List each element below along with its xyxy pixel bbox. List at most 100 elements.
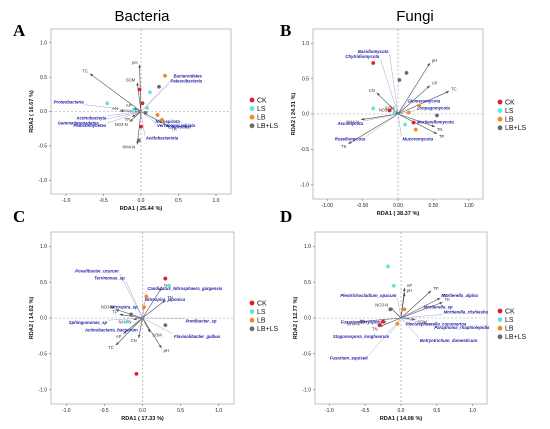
env-vector-label: TP [433, 286, 439, 291]
env-vector-head [431, 124, 435, 127]
x-tick-label: -1.0 [325, 408, 334, 414]
x-tick-label: 0.50 [429, 203, 439, 209]
env-vector-arrow [400, 292, 405, 319]
species-label: Mortierella_alpina [441, 293, 478, 298]
x-tick-label: -1.0 [62, 408, 71, 414]
species-label: Actinobacteria_bacterium [84, 327, 138, 332]
x-tick-label: 1.0 [469, 408, 476, 414]
sample-point-lb [413, 127, 418, 132]
x-axis-label: RDA1 ( 17.33 %) [121, 416, 164, 422]
env-vector-label: TC [108, 345, 114, 350]
env-vector-label: SOM [126, 78, 136, 83]
x-tick-label: -0.50 [357, 203, 369, 209]
species-vector [142, 317, 174, 334]
legend-label: LB+LS [505, 125, 527, 132]
env-vector-label: SOM [417, 319, 427, 324]
env-vector-head [138, 64, 141, 68]
legend-marker [249, 123, 255, 129]
species-vector [397, 103, 407, 115]
legend-marker [249, 326, 255, 332]
env-vector-head [137, 334, 141, 339]
species-vector [400, 314, 443, 319]
legend-label: LS [505, 108, 514, 115]
env-vector-arrow [400, 290, 432, 319]
species-vector [400, 317, 434, 326]
bacteria-title: Bacteria [114, 8, 170, 25]
env-vector-head [129, 118, 133, 122]
species-vector [142, 317, 185, 319]
legend-item: LB+LS [249, 326, 279, 333]
panel-letter: A [13, 21, 26, 40]
legend-marker [249, 106, 255, 111]
sample-point-ls [371, 106, 376, 111]
legend-marker [497, 325, 503, 331]
legend-item: LB+LS [249, 123, 279, 130]
env-vector-head [439, 302, 443, 305]
y-tick-label: -0.5 [38, 352, 47, 358]
env-vector-head [402, 287, 406, 292]
y-tick-label: -0.5 [38, 144, 47, 150]
env-vector-label: AP [126, 103, 132, 108]
panel-letter: D [280, 207, 292, 226]
species-label: Mortierellomycota [417, 120, 455, 125]
species-vector [397, 297, 402, 319]
y-tick-label: 0.0 [40, 316, 47, 322]
x-tick-label: 0.5 [433, 408, 440, 414]
y-tick-label: 1.0 [304, 244, 311, 250]
y-tick-label: -1.0 [300, 183, 309, 189]
species-label: Mortierella_ritshiesha [444, 309, 489, 314]
species-label: Chloroflexi [168, 125, 191, 130]
sample-point-ls [403, 122, 407, 127]
species-vector [140, 111, 157, 124]
sample-point-lb [142, 305, 146, 310]
env-vector-head [428, 290, 432, 294]
sample-point-lb [163, 73, 167, 78]
y-tick-label: 1.0 [40, 244, 47, 250]
sample-point-ck [139, 124, 143, 129]
species-vector [107, 111, 142, 124]
legend-label: LB+LS [257, 123, 279, 130]
species-label: Mucoromycota [403, 137, 434, 142]
sample-point-lb-ls [129, 312, 133, 317]
sample-point-lb [144, 294, 149, 299]
env-vector-head [90, 73, 94, 77]
sample-point-lb-ls [143, 110, 148, 115]
species-label: Mortierella_sp [424, 304, 454, 309]
sample-point-lb-ls [397, 78, 402, 82]
species-label: Nitrospira_japonica [145, 297, 186, 302]
y-axis-label: RDA2 ( 12.77 %) [293, 297, 299, 340]
env-vector-head [132, 114, 136, 117]
legend-item: LS [497, 317, 514, 324]
env-vector-arrow [397, 113, 438, 135]
env-vector-head [123, 330, 127, 334]
species-label: Zoopagomycota [416, 105, 451, 110]
y-tick-label: 1.0 [302, 41, 309, 47]
env-vector-head [162, 300, 166, 303]
env-vector-label: TK [164, 283, 170, 288]
sample-point-lb-ls [404, 71, 409, 75]
env-vector-head [119, 313, 123, 317]
legend-label: CK [505, 99, 515, 106]
x-tick-label: 0.0 [139, 408, 146, 414]
legend-item: LS [497, 108, 514, 115]
fungi-title: Fungi [396, 8, 434, 25]
env-vector-arrow [142, 287, 162, 319]
species-vector [366, 113, 399, 137]
species-vector [108, 317, 143, 321]
species-label: Glomeromycota [408, 98, 441, 103]
legend-label: LS [257, 309, 266, 316]
sample-point-ck [371, 61, 376, 65]
legend-item: LB [249, 115, 266, 122]
y-tick-label: 0.0 [304, 316, 311, 322]
x-tick-label: 0.5 [177, 408, 184, 414]
x-axis-label: RDA1 ( 38.37 %) [377, 211, 420, 217]
species-label: Terrimonas_sp [94, 276, 125, 281]
legend-label: CK [257, 300, 267, 307]
legend-item: LB [497, 325, 514, 333]
x-tick-label: 1.0 [215, 408, 222, 414]
env-vector-head [445, 91, 449, 94]
y-tick-label: 0.0 [302, 112, 309, 118]
legend-label: LB [505, 326, 514, 333]
legend-marker [497, 108, 503, 113]
sample-point-ck [137, 87, 142, 92]
